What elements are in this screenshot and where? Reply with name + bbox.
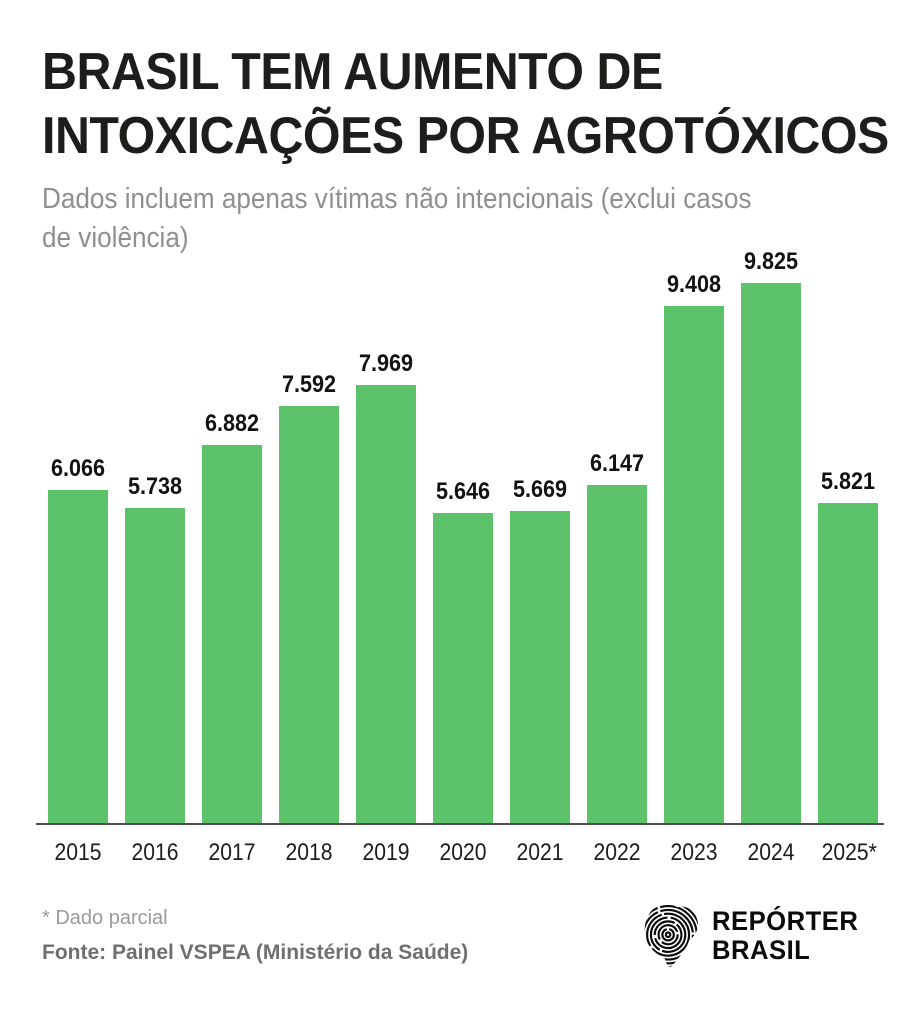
bar-value-label: 9.408 bbox=[666, 271, 722, 298]
x-axis-label: 2020 bbox=[439, 839, 487, 866]
logo-wordmark-line-2: BRASIL bbox=[711, 935, 811, 965]
bar-value-label: 5.821 bbox=[820, 468, 876, 495]
bar bbox=[587, 485, 647, 823]
x-axis-label: 2023 bbox=[670, 839, 718, 866]
logo-wordmark: REPÓRTER BRASIL bbox=[712, 907, 866, 965]
x-axis-line bbox=[36, 823, 884, 825]
logo-wordmark-line-1: REPÓRTER bbox=[711, 906, 859, 936]
bar bbox=[510, 511, 570, 823]
bar-column: 5.821 bbox=[818, 468, 878, 823]
x-axis-label: 2015 bbox=[54, 839, 102, 866]
reporter-brasil-logo: REPÓRTER BRASIL bbox=[638, 901, 866, 971]
bar bbox=[48, 490, 108, 823]
x-axis-label: 2024 bbox=[747, 839, 795, 866]
bar-value-label: 5.738 bbox=[127, 473, 183, 500]
bar bbox=[664, 306, 724, 823]
x-axis-label: 2022 bbox=[593, 839, 641, 866]
bar-column: 9.408 bbox=[664, 271, 724, 823]
page-subtitle-line-1: Dados incluem apenas vítimas não intenci… bbox=[42, 183, 752, 215]
source-credit: Fonte: Painel VSPEA (Ministério da Saúde… bbox=[42, 941, 469, 964]
page-title-line-1: BRASIL TEM AUMENTO DE bbox=[42, 43, 663, 101]
bar bbox=[125, 508, 185, 823]
page-subtitle-line-2: de violência) bbox=[42, 222, 189, 254]
x-axis-label: 2016 bbox=[131, 839, 179, 866]
bar-column: 5.669 bbox=[510, 476, 570, 823]
bar-value-label: 7.969 bbox=[358, 350, 414, 377]
bar bbox=[279, 406, 339, 823]
bar-value-label: 7.592 bbox=[281, 371, 337, 398]
bar-column: 7.592 bbox=[279, 371, 339, 823]
bar-value-label: 6.147 bbox=[589, 450, 645, 477]
bar-column: 6.882 bbox=[202, 410, 262, 823]
x-axis-label: 2018 bbox=[285, 839, 333, 866]
bar-column: 6.066 bbox=[48, 455, 108, 823]
bar-value-label: 6.882 bbox=[204, 410, 260, 437]
x-axis-label: 2025* bbox=[821, 839, 877, 866]
footnote-block: * Dado parcial Fonte: Painel VSPEA (Mini… bbox=[42, 907, 468, 965]
bar-value-label: 6.066 bbox=[50, 455, 106, 482]
bar bbox=[433, 513, 493, 823]
page-subtitle: Dados incluem apenas vítimas não intenci… bbox=[42, 180, 880, 258]
bar bbox=[202, 445, 262, 823]
bar bbox=[356, 385, 416, 823]
x-axis-label: 2019 bbox=[362, 839, 410, 866]
bar bbox=[818, 503, 878, 823]
x-axis-label: 2021 bbox=[516, 839, 564, 866]
brazil-fingerprint-icon bbox=[644, 903, 698, 967]
bar-value-label: 5.646 bbox=[435, 478, 491, 505]
x-axis-label: 2017 bbox=[208, 839, 256, 866]
bar-value-label: 9.825 bbox=[743, 248, 799, 275]
bar-value-label: 5.669 bbox=[512, 476, 568, 503]
bar bbox=[741, 283, 801, 823]
footer: * Dado parcial Fonte: Painel VSPEA (Mini… bbox=[0, 901, 922, 971]
bar-column: 9.825 bbox=[741, 248, 801, 823]
bars-area: 6.066 5.738 6.882 7.592 7.969 5.646 5.669 6.147… bbox=[0, 248, 922, 823]
page-title-line-2: INTOXICAÇÕES POR AGROTÓXICOS bbox=[42, 107, 889, 165]
x-axis-labels: 2015 2016 2017 2018 2019 2020 2021 2022 2023 2024… bbox=[0, 839, 922, 867]
page-title: BRASIL TEM AUMENTO DE INTOXICAÇÕES POR A… bbox=[42, 40, 889, 168]
bar-column: 7.969 bbox=[356, 350, 416, 823]
bar-column: 5.646 bbox=[433, 478, 493, 823]
bar-column: 5.738 bbox=[125, 473, 185, 823]
header: BRASIL TEM AUMENTO DE INTOXICAÇÕES POR A… bbox=[0, 0, 922, 258]
bar-chart: 6.066 5.738 6.882 7.592 7.969 5.646 5.669 6.147… bbox=[0, 248, 922, 867]
partial-data-note: * Dado parcial bbox=[42, 907, 168, 929]
bar-column: 6.147 bbox=[587, 450, 647, 823]
